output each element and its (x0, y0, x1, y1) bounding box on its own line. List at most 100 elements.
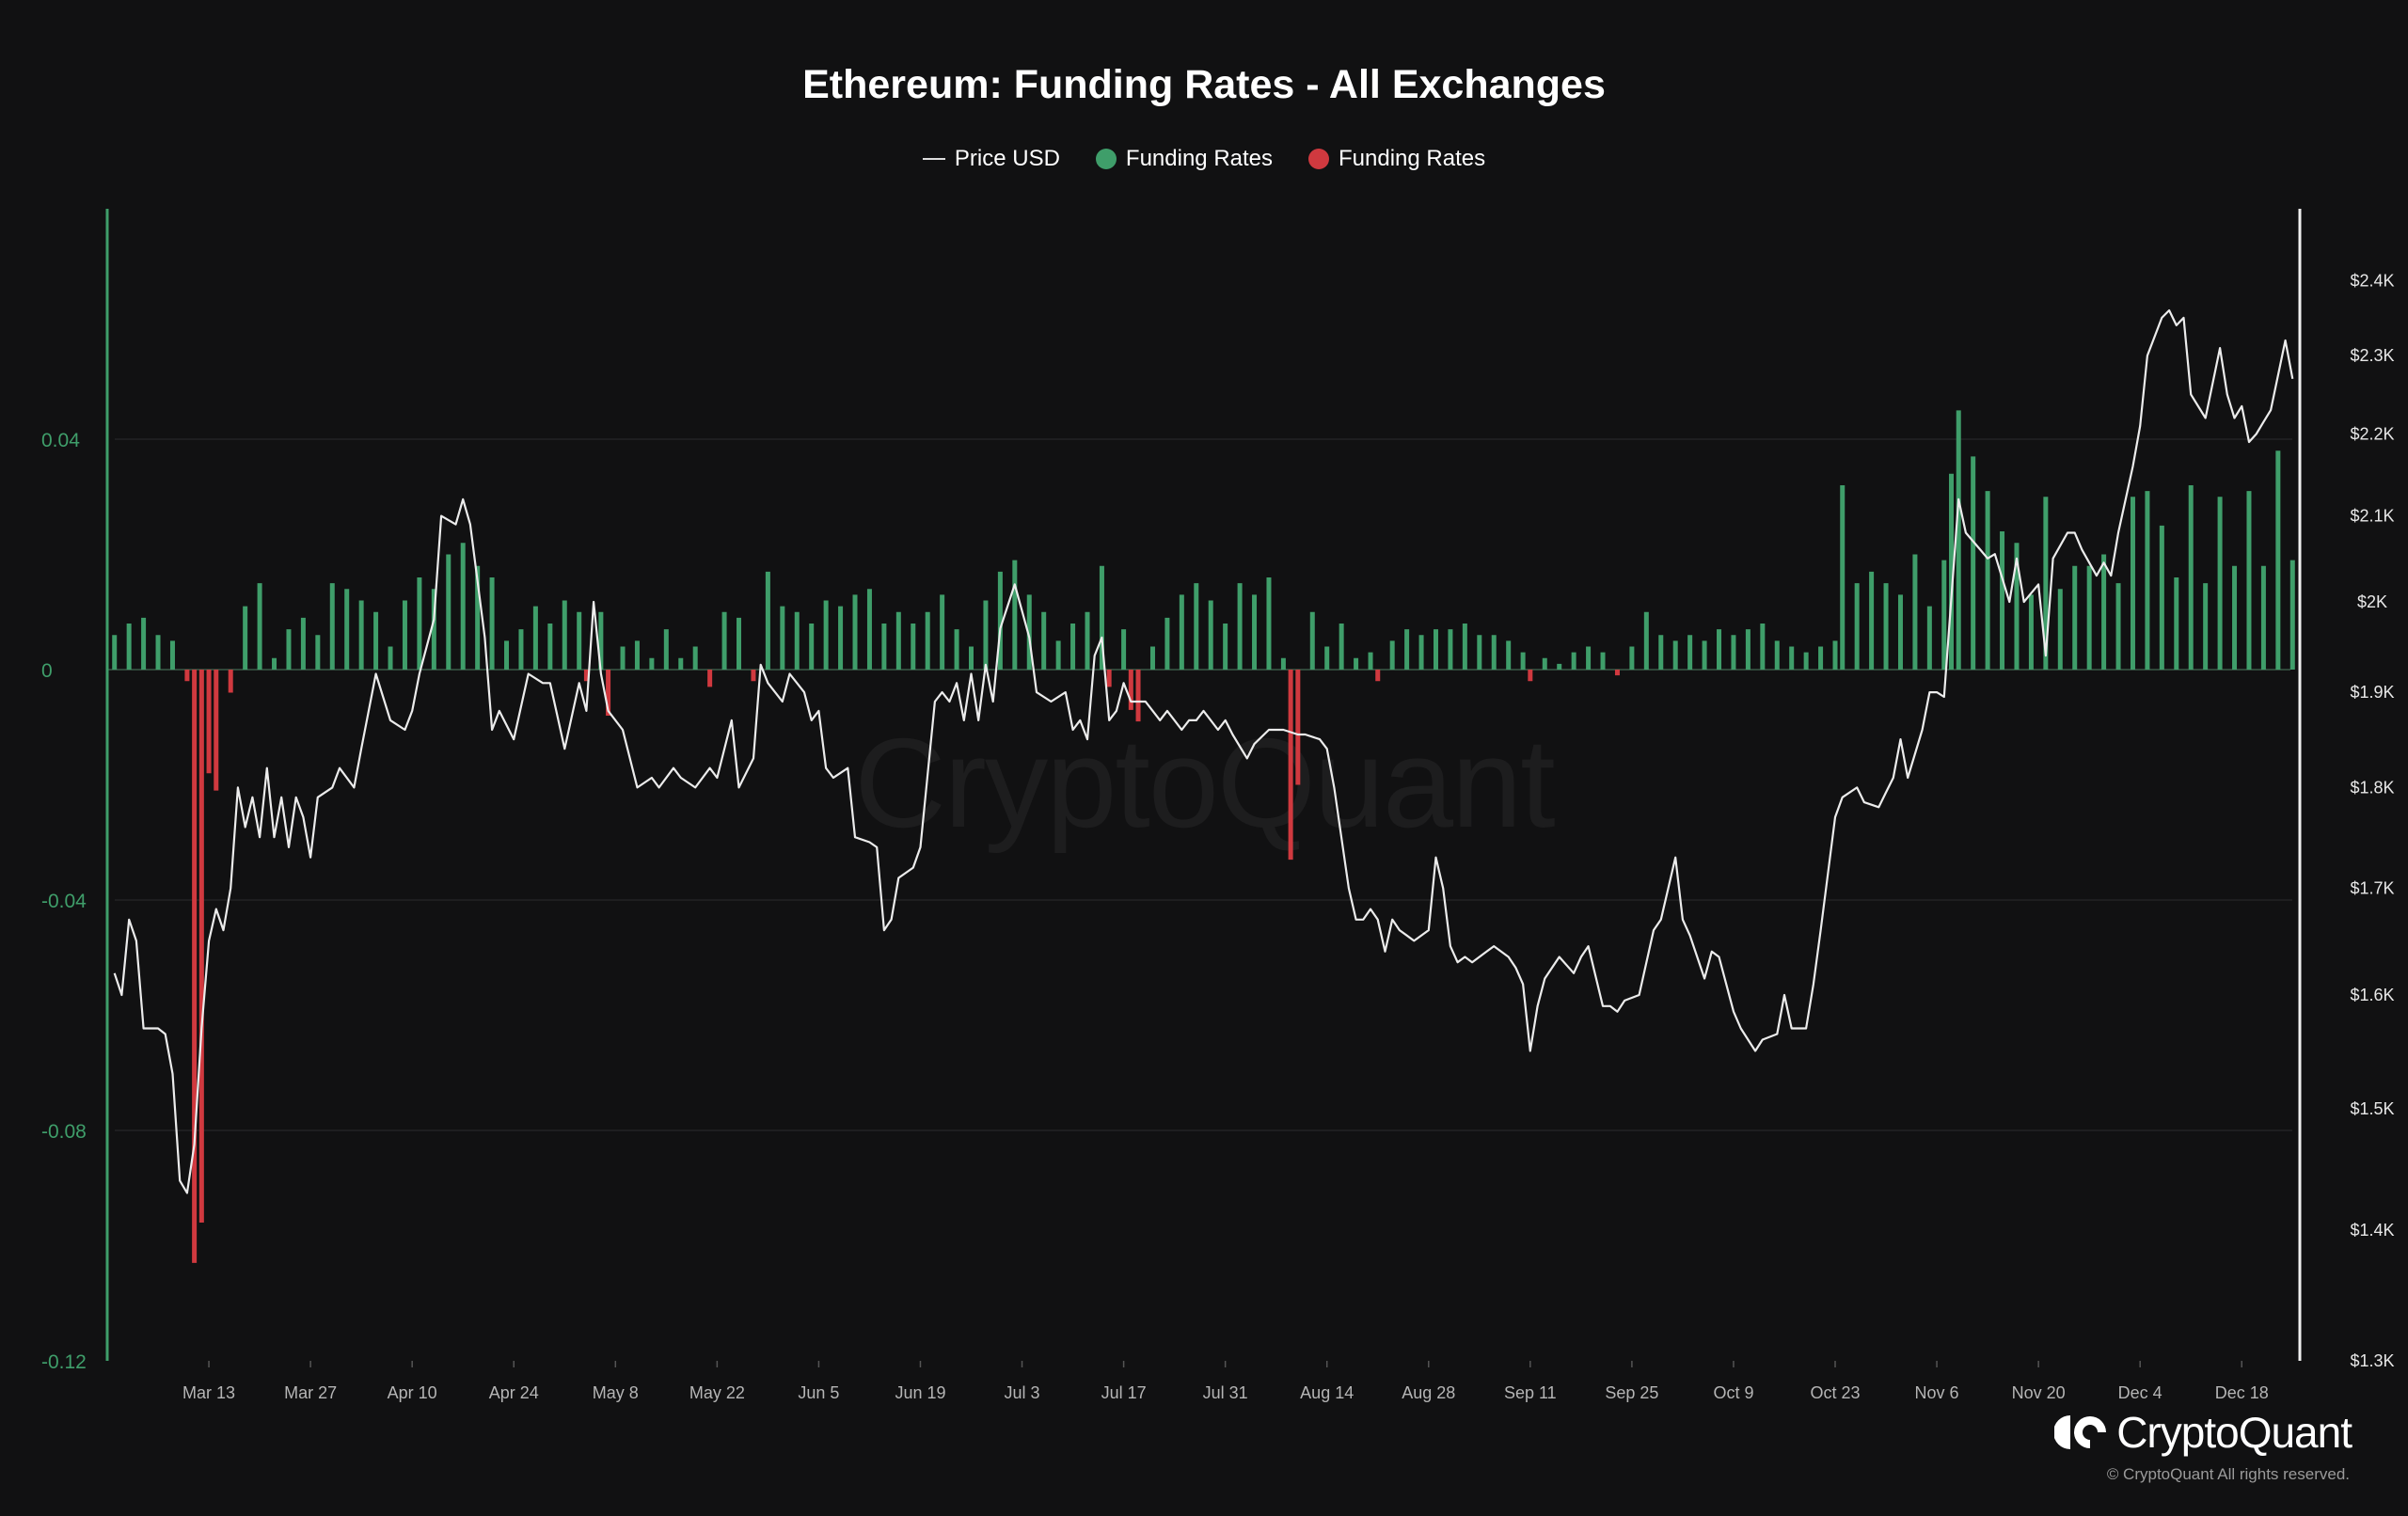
funding-rate-bar (1164, 617, 1170, 670)
funding-rate-bar (881, 624, 887, 670)
funding-rate-bar (765, 571, 770, 670)
funding-rate-bar (866, 589, 872, 670)
funding-rate-bar (2217, 497, 2223, 670)
funding-rate-bar (300, 617, 306, 670)
funding-rate-bar (169, 640, 175, 670)
funding-rate-bar (1055, 640, 1061, 670)
green-dot-icon (1095, 149, 1117, 169)
funding-rate-bar (1687, 635, 1693, 670)
funding-rate-bar (997, 571, 1003, 670)
funding-rate-bar (1789, 646, 1795, 670)
funding-rate-bar (1956, 410, 1961, 670)
y-left-tick-label: 0 (41, 660, 53, 682)
funding-rate-bar (606, 670, 611, 716)
funding-rate-bar (1926, 606, 1932, 670)
funding-rate-bar (1389, 640, 1395, 670)
funding-rate-bar (243, 606, 248, 670)
funding-rate-bar (475, 565, 481, 670)
funding-rate-bar (634, 640, 640, 670)
funding-rate-bar (1223, 624, 1228, 670)
funding-rate-bar (1121, 629, 1127, 670)
funding-rate-bar (1832, 640, 1838, 670)
x-tick-label: Sep 25 (1605, 1383, 1658, 1402)
funding-rate-bar (737, 617, 742, 670)
funding-rate-bar (1288, 670, 1293, 861)
funding-rate-bar (2000, 531, 2005, 670)
gridlines (107, 438, 2292, 1131)
funding-rate-bar (1128, 670, 1133, 710)
funding-rate-bar (1208, 600, 1213, 670)
x-tick-label: May 22 (689, 1383, 745, 1402)
funding-rate-bar (1194, 583, 1199, 670)
funding-rate-bar (838, 606, 844, 670)
legend-item-price[interactable]: Price USD (922, 146, 1060, 172)
funding-rate-bar (577, 611, 582, 670)
funding-rate-bar (228, 670, 233, 693)
x-tick-label: Dec 4 (2118, 1383, 2162, 1402)
funding-rate-bar (402, 600, 407, 670)
cryptoquant-logo-icon (2054, 1415, 2107, 1449)
funding-rate-bar (329, 583, 335, 670)
funding-rate-bar (112, 635, 118, 670)
funding-rate-bar (547, 624, 553, 670)
legend-label: Funding Rates (1125, 146, 1274, 171)
funding-rate-bar (532, 606, 538, 670)
funding-rate-bar (1506, 640, 1512, 670)
funding-rate-bar (1600, 652, 1606, 670)
price-line (113, 308, 2294, 1194)
funding-rate-bar (1099, 565, 1104, 670)
funding-rate-bar (2232, 565, 2238, 670)
y-right-tick-label: $1.5K (2350, 1099, 2394, 1118)
funding-rate-bar (620, 646, 626, 670)
funding-rate-bar (2203, 583, 2209, 670)
logo-text: CryptoQuant (2116, 1408, 2353, 1457)
legend-item-funding-positive[interactable]: Funding Rates (1095, 146, 1274, 172)
funding-rate-bar (2246, 491, 2252, 670)
funding-rate-bar (2086, 565, 2092, 670)
funding-rate-bar (2028, 594, 2034, 670)
y-left-tick-label: 0.04 (41, 430, 80, 451)
x-tick-label: Sep 11 (1504, 1383, 1557, 1402)
funding-rate-bar (315, 635, 321, 670)
legend: Price USD Funding Rates Funding Rates (0, 146, 2408, 172)
funding-rate-bar (1854, 583, 1860, 670)
funding-rate-bar (1324, 646, 1330, 670)
funding-rate-bar (206, 670, 212, 774)
funding-rate-bar (373, 611, 379, 670)
x-tick-label: Nov 20 (2012, 1383, 2066, 1402)
x-tick-label: Apr 10 (388, 1383, 437, 1402)
funding-rate-bar (1375, 670, 1381, 682)
funding-rate-bar (1012, 560, 1018, 670)
funding-rate-bar (2101, 554, 2107, 670)
funding-rate-bar (1295, 670, 1301, 785)
funding-rate-bar (2188, 485, 2194, 670)
funding-rate-bar (969, 646, 974, 670)
funding-rate-bar (2289, 560, 2295, 670)
x-tick-label: Dec 18 (2215, 1383, 2269, 1402)
funding-rate-bar (2145, 491, 2150, 670)
line-legend-icon (922, 158, 945, 160)
y-right-tick-label: $1.9K (2350, 683, 2394, 702)
funding-rate-bar (1280, 657, 1286, 670)
funding-rate-bar (663, 629, 669, 670)
copyright: © CryptoQuant All rights reserved. (2106, 1465, 2350, 1483)
price-line-group (113, 308, 2294, 1194)
funding-rate-bar (1760, 624, 1766, 670)
x-tick-label: Mar 13 (182, 1383, 235, 1402)
funding-rate-bar (1629, 646, 1635, 670)
funding-rate-bar (1237, 583, 1243, 670)
funding-rate-bar (562, 600, 567, 670)
funding-rate-bar (1971, 456, 1976, 670)
funding-rate-bar (1702, 640, 1707, 670)
funding-rate-bar (2115, 583, 2121, 670)
funding-rate-bar (489, 577, 495, 670)
funding-rate-bar (1339, 624, 1344, 670)
funding-rate-bar (1941, 560, 1947, 670)
funding-rate-bar (504, 640, 510, 670)
legend-item-funding-negative[interactable]: Funding Rates (1308, 146, 1485, 172)
funding-rate-bar (1252, 594, 1258, 670)
funding-rate-bar (1883, 583, 1889, 670)
funding-rate-bar (214, 670, 219, 791)
x-tick-label: Oct 9 (1713, 1383, 1753, 1402)
funding-rate-bar (1912, 554, 1918, 670)
